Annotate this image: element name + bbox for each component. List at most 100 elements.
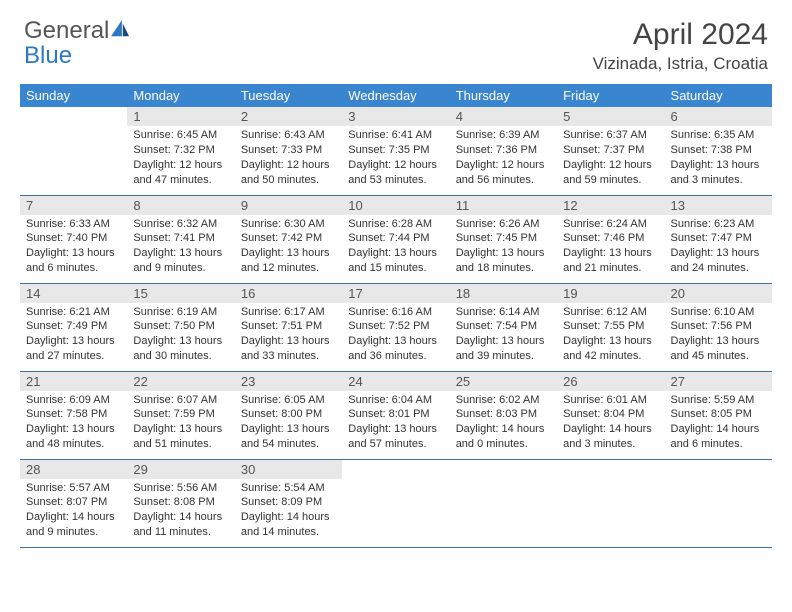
calendar-day-cell: 18Sunrise: 6:14 AMSunset: 7:54 PMDayligh… [450,283,557,371]
sunrise-text: Sunrise: 6:45 AM [133,128,228,143]
day-number: 15 [127,284,234,303]
sunrise-text: Sunrise: 6:17 AM [241,305,336,320]
sunset-text: Sunset: 8:05 PM [671,407,766,422]
calendar-day-cell: 9Sunrise: 6:30 AMSunset: 7:42 PMDaylight… [235,195,342,283]
daylight-text: Daylight: 13 hours and 18 minutes. [456,246,551,276]
day-number: 2 [235,107,342,126]
brand-part1: General [24,17,109,44]
day-number: 1 [127,107,234,126]
day-number: 4 [450,107,557,126]
sunset-text: Sunset: 8:03 PM [456,407,551,422]
sunrise-text: Sunrise: 6:21 AM [26,305,121,320]
calendar-day-cell: 25Sunrise: 6:02 AMSunset: 8:03 PMDayligh… [450,371,557,459]
daylight-text: Daylight: 13 hours and 54 minutes. [241,422,336,452]
day-details: Sunrise: 6:12 AMSunset: 7:55 PMDaylight:… [557,303,664,368]
daylight-text: Daylight: 12 hours and 47 minutes. [133,158,228,188]
daylight-text: Daylight: 13 hours and 9 minutes. [133,246,228,276]
daylight-text: Daylight: 13 hours and 30 minutes. [133,334,228,364]
day-details: Sunrise: 6:14 AMSunset: 7:54 PMDaylight:… [450,303,557,368]
daylight-text: Daylight: 13 hours and 27 minutes. [26,334,121,364]
sunset-text: Sunset: 7:35 PM [348,143,443,158]
daylight-text: Daylight: 14 hours and 6 minutes. [671,422,766,452]
day-details: Sunrise: 6:37 AMSunset: 7:37 PMDaylight:… [557,126,664,191]
day-number: 6 [665,107,772,126]
day-number: 14 [20,284,127,303]
calendar-day-cell: 23Sunrise: 6:05 AMSunset: 8:00 PMDayligh… [235,371,342,459]
weekday-header: Tuesday [235,84,342,107]
sunset-text: Sunset: 7:36 PM [456,143,551,158]
sunrise-text: Sunrise: 6:43 AM [241,128,336,143]
day-number: 24 [342,372,449,391]
daylight-text: Daylight: 14 hours and 3 minutes. [563,422,658,452]
sunset-text: Sunset: 7:42 PM [241,231,336,246]
sunset-text: Sunset: 7:54 PM [456,319,551,334]
sunset-text: Sunset: 8:00 PM [241,407,336,422]
day-details: Sunrise: 6:07 AMSunset: 7:59 PMDaylight:… [127,391,234,456]
sunset-text: Sunset: 7:51 PM [241,319,336,334]
sunrise-text: Sunrise: 6:09 AM [26,393,121,408]
day-details: Sunrise: 6:39 AMSunset: 7:36 PMDaylight:… [450,126,557,191]
day-details: Sunrise: 6:19 AMSunset: 7:50 PMDaylight:… [127,303,234,368]
calendar-day-cell: 12Sunrise: 6:24 AMSunset: 7:46 PMDayligh… [557,195,664,283]
sunset-text: Sunset: 8:09 PM [241,495,336,510]
sunset-text: Sunset: 8:07 PM [26,495,121,510]
sunset-text: Sunset: 7:40 PM [26,231,121,246]
calendar-day-cell: 29Sunrise: 5:56 AMSunset: 8:08 PMDayligh… [127,459,234,547]
day-details: Sunrise: 6:33 AMSunset: 7:40 PMDaylight:… [20,215,127,280]
day-details: Sunrise: 5:56 AMSunset: 8:08 PMDaylight:… [127,479,234,544]
calendar-day-cell: 14Sunrise: 6:21 AMSunset: 7:49 PMDayligh… [20,283,127,371]
calendar-day-cell: 5Sunrise: 6:37 AMSunset: 7:37 PMDaylight… [557,107,664,195]
sunset-text: Sunset: 7:33 PM [241,143,336,158]
calendar-day-cell: 27Sunrise: 5:59 AMSunset: 8:05 PMDayligh… [665,371,772,459]
calendar-day-cell: 3Sunrise: 6:41 AMSunset: 7:35 PMDaylight… [342,107,449,195]
calendar-day-cell: 26Sunrise: 6:01 AMSunset: 8:04 PMDayligh… [557,371,664,459]
daylight-text: Daylight: 13 hours and 51 minutes. [133,422,228,452]
sunset-text: Sunset: 7:32 PM [133,143,228,158]
calendar-week-row: 7Sunrise: 6:33 AMSunset: 7:40 PMDaylight… [20,195,772,283]
day-details: Sunrise: 5:57 AMSunset: 8:07 PMDaylight:… [20,479,127,544]
sunset-text: Sunset: 8:01 PM [348,407,443,422]
calendar-day-cell: 11Sunrise: 6:26 AMSunset: 7:45 PMDayligh… [450,195,557,283]
sunrise-text: Sunrise: 5:57 AM [26,481,121,496]
calendar-day-cell: 19Sunrise: 6:12 AMSunset: 7:55 PMDayligh… [557,283,664,371]
sunrise-text: Sunrise: 6:04 AM [348,393,443,408]
calendar-day-cell [20,107,127,195]
day-details: Sunrise: 6:28 AMSunset: 7:44 PMDaylight:… [342,215,449,280]
sunset-text: Sunset: 7:37 PM [563,143,658,158]
calendar-day-cell [342,459,449,547]
day-details: Sunrise: 6:24 AMSunset: 7:46 PMDaylight:… [557,215,664,280]
daylight-text: Daylight: 13 hours and 33 minutes. [241,334,336,364]
daylight-text: Daylight: 14 hours and 11 minutes. [133,510,228,540]
sunrise-text: Sunrise: 6:26 AM [456,217,551,232]
day-details: Sunrise: 6:21 AMSunset: 7:49 PMDaylight:… [20,303,127,368]
sunrise-text: Sunrise: 6:35 AM [671,128,766,143]
day-details: Sunrise: 6:05 AMSunset: 8:00 PMDaylight:… [235,391,342,456]
day-details: Sunrise: 6:43 AMSunset: 7:33 PMDaylight:… [235,126,342,191]
sunrise-text: Sunrise: 6:33 AM [26,217,121,232]
weekday-header: Monday [127,84,234,107]
day-number: 29 [127,460,234,479]
brand-part2: Blue [24,42,72,69]
sunset-text: Sunset: 7:44 PM [348,231,443,246]
day-number: 16 [235,284,342,303]
day-number: 7 [20,196,127,215]
sunrise-text: Sunrise: 6:41 AM [348,128,443,143]
day-number: 17 [342,284,449,303]
sunrise-text: Sunrise: 6:23 AM [671,217,766,232]
sail-icon [111,18,131,43]
daylight-text: Daylight: 14 hours and 0 minutes. [456,422,551,452]
sunrise-text: Sunrise: 6:37 AM [563,128,658,143]
sunrise-text: Sunrise: 6:28 AM [348,217,443,232]
day-number: 12 [557,196,664,215]
day-number: 5 [557,107,664,126]
sunrise-text: Sunrise: 6:10 AM [671,305,766,320]
day-number: 30 [235,460,342,479]
sunset-text: Sunset: 7:47 PM [671,231,766,246]
day-details: Sunrise: 6:17 AMSunset: 7:51 PMDaylight:… [235,303,342,368]
daylight-text: Daylight: 13 hours and 3 minutes. [671,158,766,188]
calendar-day-cell: 7Sunrise: 6:33 AMSunset: 7:40 PMDaylight… [20,195,127,283]
calendar-day-cell: 6Sunrise: 6:35 AMSunset: 7:38 PMDaylight… [665,107,772,195]
sunset-text: Sunset: 8:08 PM [133,495,228,510]
calendar-day-cell: 20Sunrise: 6:10 AMSunset: 7:56 PMDayligh… [665,283,772,371]
day-number: 3 [342,107,449,126]
